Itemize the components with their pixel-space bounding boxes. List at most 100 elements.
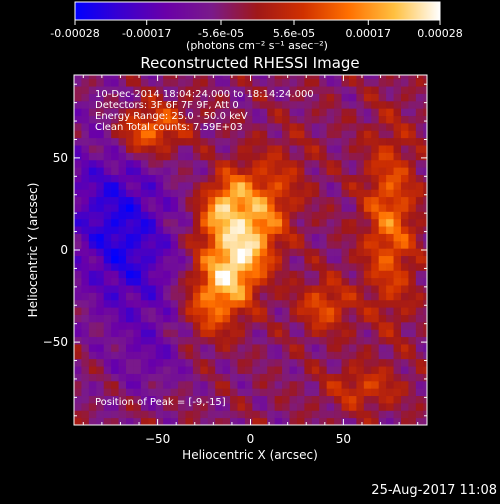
- heatmap-cell: [74, 395, 82, 404]
- heatmap-cell: [274, 329, 283, 338]
- heatmap-cell: [81, 196, 90, 205]
- heatmap-cell: [415, 130, 424, 139]
- heatmap-cell: [103, 226, 112, 234]
- heatmap-cell: [230, 226, 238, 234]
- heatmap-cell: [371, 78, 380, 87]
- heatmap-cell: [222, 75, 231, 80]
- heatmap-cell: [178, 299, 186, 308]
- heatmap-cell: [348, 174, 357, 183]
- heatmap-cell: [133, 380, 142, 389]
- heatmap-cell: [178, 343, 186, 352]
- heatmap-cell: [200, 196, 209, 205]
- heatmap-cell: [81, 167, 90, 175]
- heatmap-cell: [230, 145, 238, 153]
- heatmap-cell: [126, 75, 134, 80]
- heatmap-cell: [311, 181, 320, 190]
- heatmap-cell: [341, 336, 350, 345]
- heatmap-cell: [378, 395, 387, 404]
- heatmap-cell: [415, 417, 424, 425]
- heatmap-cell: [363, 115, 372, 124]
- heatmap-cell: [200, 233, 209, 242]
- heatmap-cell: [170, 277, 179, 286]
- heatmap-cell: [185, 255, 194, 264]
- heatmap-cell: [200, 248, 209, 257]
- heatmap-cell: [400, 152, 409, 161]
- heatmap-cell: [96, 343, 105, 352]
- heatmap-cell: [386, 395, 395, 404]
- heatmap-cell: [378, 189, 387, 198]
- heatmap-cell: [81, 86, 90, 94]
- heatmap-cell: [111, 78, 120, 87]
- heatmap-cell: [311, 174, 320, 183]
- heatmap-cell: [111, 373, 120, 382]
- heatmap-cell: [304, 100, 313, 109]
- heatmap-cell: [304, 115, 313, 124]
- heatmap-cell: [371, 152, 380, 161]
- heatmap-cell: [326, 115, 335, 124]
- heatmap-cell: [319, 78, 328, 87]
- heatmap-cell: [356, 130, 365, 139]
- heatmap-cell: [371, 137, 380, 146]
- heatmap-cell: [148, 410, 157, 419]
- heatmap-cell: [400, 395, 409, 404]
- heatmap-cell: [103, 351, 112, 360]
- heatmap-cell: [111, 388, 120, 397]
- heatmap-cell: [185, 262, 194, 271]
- heatmap-cell: [289, 137, 298, 146]
- heatmap-cell: [88, 366, 97, 374]
- heatmap-cell: [118, 351, 127, 360]
- heatmap-cell: [163, 351, 172, 360]
- heatmap-cell: [222, 78, 231, 87]
- heatmap-cell: [386, 75, 395, 80]
- heatmap-cell: [170, 314, 179, 323]
- heatmap-cell: [393, 226, 402, 234]
- heatmap-cell: [259, 100, 268, 109]
- heatmap-cell: [118, 226, 127, 234]
- heatmap-cell: [88, 78, 97, 87]
- heatmap-cell: [274, 307, 283, 315]
- heatmap-cell: [133, 270, 142, 279]
- heatmap-cell: [230, 366, 238, 374]
- heatmap-cell: [400, 167, 409, 175]
- heatmap-cell: [267, 388, 276, 397]
- heatmap-cell: [296, 321, 305, 330]
- heatmap-cell: [371, 240, 380, 249]
- heatmap-cell: [185, 115, 194, 124]
- heatmap-cell: [356, 189, 365, 198]
- heatmap-cell: [334, 343, 343, 352]
- heatmap-cell: [81, 307, 90, 315]
- heatmap-cell: [148, 159, 157, 168]
- heatmap-cell: [259, 262, 268, 271]
- heatmap-cell: [289, 336, 298, 345]
- heatmap-cell: [170, 388, 179, 397]
- heatmap-cell: [326, 211, 335, 220]
- heatmap-cell: [326, 159, 335, 168]
- heatmap-cell: [267, 262, 276, 271]
- heatmap-cell: [81, 285, 90, 293]
- heatmap-cell: [222, 270, 231, 279]
- heatmap-cell: [341, 130, 350, 139]
- heatmap-cell: [326, 100, 335, 109]
- heatmap-cell: [259, 321, 268, 330]
- heatmap-cell: [81, 358, 90, 367]
- heatmap-cell: [215, 174, 224, 183]
- heatmap-cell: [319, 152, 328, 161]
- heatmap-cell: [267, 189, 276, 198]
- heatmap-cell: [126, 255, 134, 264]
- heatmap-cell: [237, 203, 246, 212]
- heatmap-cell: [267, 366, 276, 374]
- heatmap-cell: [363, 277, 372, 286]
- heatmap-cell: [133, 93, 142, 102]
- heatmap-cell: [140, 307, 149, 315]
- heatmap-cell: [163, 329, 172, 338]
- heatmap-cell: [326, 277, 335, 286]
- heatmap-cell: [274, 115, 283, 124]
- heatmap-cell: [334, 262, 343, 271]
- heatmap-cell: [170, 130, 179, 139]
- heatmap-cell: [74, 167, 82, 175]
- heatmap-cell: [334, 299, 343, 308]
- heatmap-cell: [400, 292, 409, 301]
- heatmap-cell: [192, 196, 201, 205]
- heatmap-cell: [192, 395, 201, 404]
- heatmap-cell: [282, 115, 291, 124]
